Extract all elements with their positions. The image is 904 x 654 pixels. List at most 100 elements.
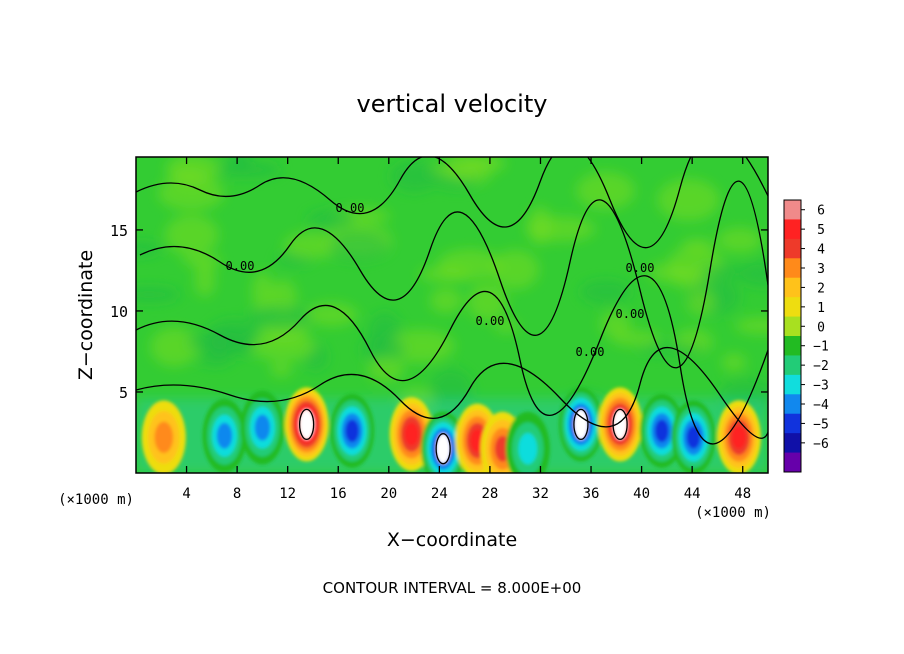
texture-blob <box>463 157 492 184</box>
cell-band <box>345 419 359 443</box>
y-axis-label: Z−coordinate <box>75 250 97 380</box>
x-unit-left: (×1000 m) <box>58 492 134 508</box>
colorbar-tick-label: −5 <box>813 417 829 432</box>
colorbar-swatch <box>784 413 801 434</box>
colorbar-tick-label: −4 <box>813 398 829 413</box>
x-axis: 4 8 12 16 20 24 28 32 36 40 44 48 <box>182 157 751 502</box>
downdraft-cell <box>671 400 716 473</box>
contour-line <box>136 346 768 439</box>
texture-blob <box>213 162 282 178</box>
y-axis: 5 10 15 <box>110 222 768 402</box>
x-tick-label: 32 <box>532 486 549 502</box>
texture-blob <box>735 317 768 335</box>
colorbar-swatch <box>784 219 801 240</box>
x-tick-label: 40 <box>633 486 650 502</box>
colorbar-swatch <box>784 277 801 298</box>
texture-blob <box>270 362 293 377</box>
colorbar-swatch <box>784 355 801 376</box>
colorbar-tick-label: 5 <box>817 223 825 238</box>
plot-area: 0.00 0.00 0.00 0.00 0.00 0.00 <box>136 157 768 473</box>
texture-blob <box>157 175 225 211</box>
updraft-cell <box>141 400 186 473</box>
colorbar-tick-label: −1 <box>813 340 829 355</box>
colorbar-swatch <box>784 394 801 415</box>
texture-blob <box>306 209 356 229</box>
colorbar-tick-label: −3 <box>813 379 829 394</box>
colorbar-tick-label: 3 <box>817 262 825 277</box>
texture-blob <box>717 227 763 253</box>
contour-label: 0.00 <box>576 345 605 359</box>
cell-core <box>613 409 628 440</box>
plot-frame <box>135 156 769 474</box>
colorbar-tick-label: 1 <box>817 301 825 316</box>
cell-band <box>154 421 174 454</box>
x-tick-label: 20 <box>380 486 397 502</box>
cell-band <box>518 433 538 465</box>
texture-blob <box>194 262 216 297</box>
contour-interval-note: CONTOUR INTERVAL = 8.000E+00 <box>323 579 582 597</box>
x-tick-label: 44 <box>684 486 701 502</box>
texture-blob <box>600 311 632 337</box>
texture-blob <box>327 230 389 261</box>
downdraft-cell <box>202 398 247 473</box>
colorbar-swatch <box>784 316 801 337</box>
colorbar-tick-label: 0 <box>817 320 825 335</box>
cell-contour <box>573 408 589 441</box>
texture-blob <box>165 214 219 256</box>
texture-blob <box>681 238 714 252</box>
cell-contour <box>435 433 451 465</box>
contour-label: 0.00 <box>476 314 505 328</box>
cell-contour <box>612 408 628 441</box>
cell-core <box>436 433 451 464</box>
texture-blob <box>390 160 439 193</box>
cell-contour <box>298 408 315 441</box>
colorbar-swatch <box>784 452 801 473</box>
contour-label: 0.00 <box>336 201 365 215</box>
texture-blob <box>186 332 255 353</box>
cell-band <box>732 425 746 449</box>
downdraft-cell <box>558 387 603 462</box>
texture-blob <box>269 279 297 315</box>
texture-blob <box>580 280 631 304</box>
x-tick-label: 24 <box>431 486 448 502</box>
colorbar: 6 5 4 3 2 1 0 −1 −2 −3 −4 −5 −6 <box>783 199 829 473</box>
cell-core <box>299 409 314 440</box>
x-axis-label: X−coordinate <box>387 529 517 551</box>
contour-line <box>139 180 768 369</box>
y-tick-label: 10 <box>110 303 128 321</box>
texture-blob <box>610 330 661 347</box>
colorbar-tick-label: 4 <box>817 243 825 258</box>
texture-blob <box>429 287 463 314</box>
updraft-cell <box>716 400 761 473</box>
updraft-cell <box>598 387 643 462</box>
downdraft-cell <box>240 390 285 465</box>
x-tick-label: 16 <box>330 486 347 502</box>
updraft-cell <box>389 397 434 472</box>
x-tick-label: 48 <box>734 486 751 502</box>
texture-blob <box>639 342 706 356</box>
texture-blob <box>251 271 274 313</box>
texture-blob <box>657 178 720 221</box>
x-tick-label: 8 <box>233 486 241 502</box>
contour-line <box>136 275 768 445</box>
texture-blob <box>306 303 358 327</box>
colorbar-swatch <box>784 200 801 220</box>
cell-band <box>686 425 701 449</box>
texture-blob <box>136 286 181 303</box>
x-unit-right: (×1000 m) <box>695 505 771 521</box>
colorbar-swatch <box>784 433 801 454</box>
contour-line <box>136 157 768 249</box>
contour-label: 0.00 <box>226 259 255 273</box>
x-tick-label: 28 <box>481 486 498 502</box>
cell-band <box>216 422 233 449</box>
downdraft-cell <box>330 393 375 468</box>
x-tick-label: 4 <box>182 486 190 502</box>
texture-blob <box>360 336 406 362</box>
contour-labels: 0.00 0.00 0.00 0.00 0.00 0.00 <box>226 201 655 359</box>
colorbar-frame <box>783 199 802 473</box>
texture-blob <box>182 254 223 268</box>
colorbar-swatch <box>784 374 801 395</box>
colorbar-swatch <box>784 238 801 259</box>
texture-blob <box>418 266 470 282</box>
